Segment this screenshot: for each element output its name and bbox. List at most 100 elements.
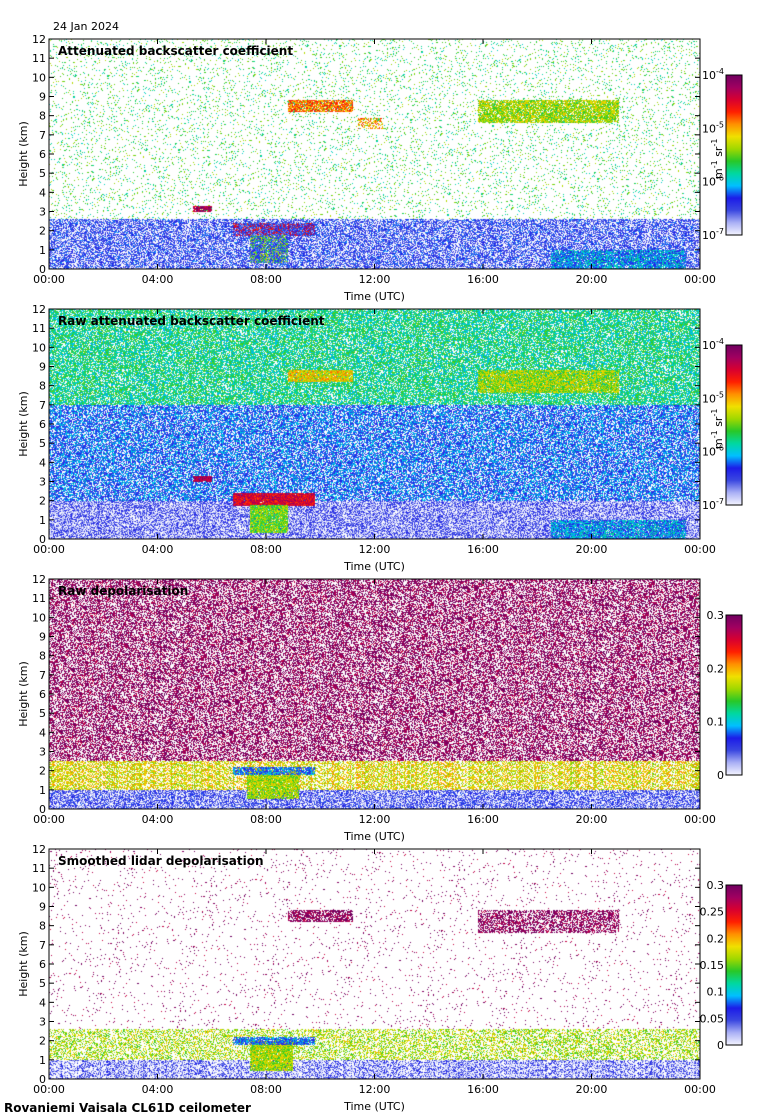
heatmap-image [49, 849, 700, 1079]
colorbar-tick-label: 10-4 [702, 337, 724, 352]
y-tick-label: 9 [39, 901, 46, 914]
colorbar [725, 74, 743, 236]
y-tick-label: 3 [39, 1016, 46, 1029]
x-tick-label: 00:00 [684, 273, 716, 286]
colorbar-tick-label: 10-7 [702, 227, 724, 242]
y-tick-label: 5 [39, 437, 46, 450]
colorbar-tick-label: 0.2 [707, 662, 725, 675]
heatmap-image [49, 309, 700, 539]
y-tick-label: 11 [32, 592, 46, 605]
x-tick-label: 12:00 [359, 273, 391, 286]
colorbar-tick-label: 0.3 [707, 879, 725, 892]
y-tick-label: 10 [32, 611, 46, 624]
y-tick-label: 8 [39, 650, 46, 663]
colorbar-tick-label: 10-5 [702, 120, 724, 135]
instrument-footer: Rovaniemi Vaisala CL61D ceilometer [4, 1101, 251, 1115]
x-tick-label: 00:00 [684, 543, 716, 556]
colorbar-tick-label: 0.1 [707, 716, 725, 729]
x-tick-label: 04:00 [142, 813, 174, 826]
x-tick-label: 12:00 [359, 543, 391, 556]
y-tick-label: 10 [32, 71, 46, 84]
colorbar-tick-label: 0.15 [700, 959, 725, 972]
x-tick-label: 12:00 [359, 1083, 391, 1096]
y-tick-label: 10 [32, 341, 46, 354]
x-tick-label: 00:00 [33, 273, 65, 286]
x-tick-label: 20:00 [576, 1083, 608, 1096]
colorbar-tick-label: 0.3 [707, 609, 725, 622]
colorbar [725, 614, 743, 776]
y-tick-label: 5 [39, 167, 46, 180]
y-tick-label: 12 [32, 33, 46, 46]
y-axis-label: Height (km) [17, 931, 30, 997]
x-tick-label: 08:00 [250, 273, 282, 286]
colorbar-tick-label: 0 [717, 1039, 724, 1052]
date-label: 24 Jan 2024 [53, 20, 119, 33]
panel-title: Attenuated backscatter coefficient [58, 44, 293, 58]
y-tick-label: 6 [39, 958, 46, 971]
x-tick-label: 16:00 [467, 1083, 499, 1096]
x-tick-label: 04:00 [142, 543, 174, 556]
y-tick-label: 3 [39, 746, 46, 759]
y-tick-label: 0 [39, 1073, 46, 1086]
colorbar-tick-label: 10-5 [702, 390, 724, 405]
y-tick-label: 2 [39, 225, 46, 238]
y-tick-label: 7 [39, 129, 46, 142]
y-tick-label: 11 [32, 322, 46, 335]
y-tick-label: 11 [32, 52, 46, 65]
y-tick-label: 9 [39, 91, 46, 104]
y-tick-label: 11 [32, 862, 46, 875]
colorbar-tick-label: 0.05 [700, 1012, 725, 1025]
colorbar-tick-label: 0.2 [707, 932, 725, 945]
x-tick-label: 16:00 [467, 273, 499, 286]
y-tick-label: 9 [39, 361, 46, 374]
y-tick-label: 2 [39, 1035, 46, 1048]
y-tick-label: 5 [39, 977, 46, 990]
y-axis-label: Height (km) [17, 391, 30, 457]
y-tick-label: 1 [39, 514, 46, 527]
y-tick-label: 5 [39, 707, 46, 720]
y-axis-label: Height (km) [17, 121, 30, 187]
y-tick-label: 4 [39, 996, 46, 1009]
y-tick-label: 4 [39, 726, 46, 739]
y-axis-label: Height (km) [17, 661, 30, 727]
y-tick-label: 1 [39, 784, 46, 797]
y-tick-label: 4 [39, 186, 46, 199]
y-tick-label: 8 [39, 110, 46, 123]
x-tick-label: 00:00 [684, 1083, 716, 1096]
y-tick-label: 12 [32, 303, 46, 316]
y-tick-label: 1 [39, 244, 46, 257]
panel-title: Smoothed lidar depolarisation [58, 854, 264, 868]
y-tick-label: 8 [39, 920, 46, 933]
x-axis-label: Time (UTC) [343, 830, 405, 843]
y-tick-label: 4 [39, 456, 46, 469]
heatmap-image [49, 579, 700, 809]
x-tick-label: 00:00 [684, 813, 716, 826]
x-tick-label: 20:00 [576, 543, 608, 556]
colorbar [725, 884, 743, 1046]
panel-title: Raw attenuated backscatter coefficient [58, 314, 325, 328]
x-tick-label: 08:00 [250, 1083, 282, 1096]
colorbar-tick-label: 10-7 [702, 497, 724, 512]
x-tick-label: 20:00 [576, 813, 608, 826]
y-tick-label: 0 [39, 263, 46, 276]
x-tick-label: 00:00 [33, 543, 65, 556]
y-tick-label: 6 [39, 688, 46, 701]
colorbar-tick-label: 10-4 [702, 67, 724, 82]
y-tick-label: 0 [39, 803, 46, 816]
y-tick-label: 7 [39, 399, 46, 412]
x-axis-label: Time (UTC) [343, 290, 405, 303]
y-tick-label: 7 [39, 669, 46, 682]
y-tick-label: 9 [39, 631, 46, 644]
colorbar-unit-label: m-1 sr-1 [710, 409, 725, 449]
colorbar-tick-label: 0.25 [700, 906, 725, 919]
x-tick-label: 16:00 [467, 543, 499, 556]
x-tick-label: 00:00 [33, 1083, 65, 1096]
x-tick-label: 16:00 [467, 813, 499, 826]
colorbar-unit-label: m-1 sr-1 [710, 139, 725, 179]
y-tick-label: 1 [39, 1054, 46, 1067]
x-tick-label: 00:00 [33, 813, 65, 826]
